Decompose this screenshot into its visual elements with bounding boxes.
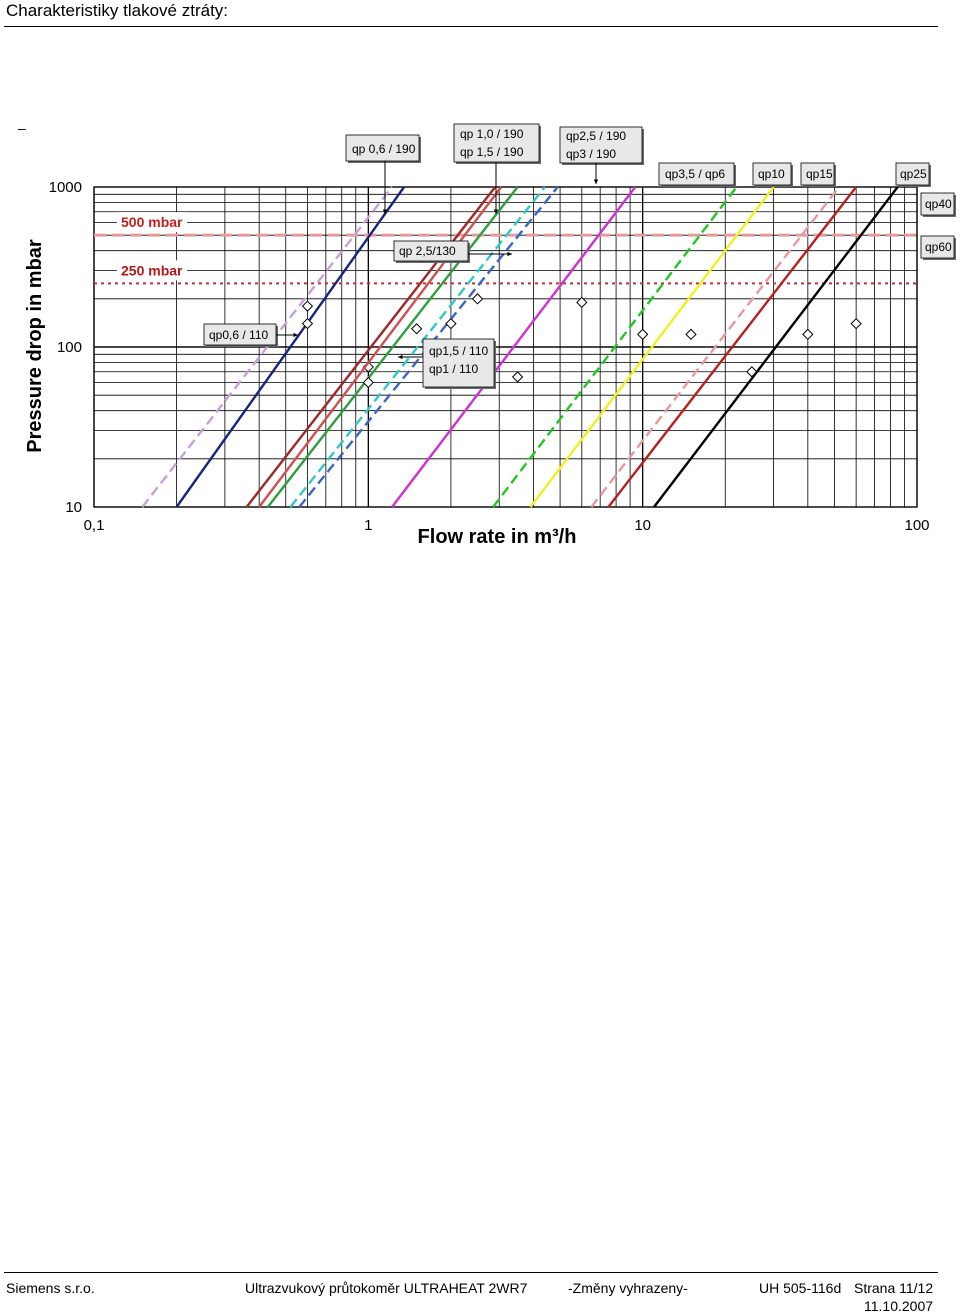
series-marker — [685, 328, 697, 340]
annotation-label: qp 1,0 / 190 — [460, 127, 524, 141]
footer-divider — [4, 1272, 938, 1273]
series-marker — [301, 317, 314, 330]
annotation-box — [453, 123, 540, 163]
annotation-arrowhead — [293, 332, 298, 338]
reference-line-label: 500 mbar — [121, 214, 183, 230]
series-line — [590, 186, 841, 508]
footer-company: Siemens s.r.o. — [6, 1280, 95, 1296]
annotation-label: qp15 — [806, 167, 833, 181]
annotation-box — [393, 240, 469, 262]
series-line — [245, 186, 497, 508]
series-line — [607, 186, 858, 508]
series-marker — [445, 317, 457, 330]
x-tick-label: 10 — [634, 517, 651, 534]
annotation-label: qp60 — [925, 240, 952, 254]
annotation-label: qp2,5 / 190 — [566, 129, 626, 143]
annotation-label: qp1,5 / 110 — [429, 344, 488, 358]
annotation-arrowhead — [507, 251, 512, 257]
annotation-labels: qp 0,6 / 190 qp 1,0 / 190 qp 1,5 / 190 qp2,… — [203, 123, 956, 389]
series-line — [258, 186, 503, 508]
series-line — [175, 186, 406, 508]
annotation-label: qp1 / 110 — [429, 362, 478, 376]
series-line — [266, 186, 519, 508]
series-line — [298, 186, 559, 508]
y-tick-label: 100 — [57, 339, 82, 356]
x-tick-label: 1 — [364, 517, 372, 534]
annotation-arrowhead — [593, 179, 599, 184]
annotation-box — [559, 126, 643, 164]
y-axis-label: Pressure drop in mbar — [24, 239, 46, 453]
annotation-box — [345, 134, 420, 162]
annotation-box — [658, 162, 735, 186]
series-marker — [362, 376, 374, 389]
reference-line-label: 250 mbar — [121, 262, 183, 278]
y-tick-label: 10 — [65, 499, 82, 516]
pressure-drop-chart: – 500 mbar 250 mbar 0,1 1 10 100 1000 100 10 qp… — [18, 120, 956, 548]
series-marker — [850, 317, 862, 330]
annotation-box — [800, 162, 835, 186]
series-marker — [511, 371, 524, 383]
annotation-arrowhead — [493, 209, 499, 214]
annotation-box — [895, 162, 930, 186]
annotation-label: qp3 / 190 — [566, 147, 616, 161]
stray-dash-mark: – — [18, 120, 26, 136]
annotation-label: qp25 — [900, 167, 927, 181]
series-line — [289, 186, 546, 508]
series-line — [529, 186, 775, 508]
annotation-arrowhead — [382, 209, 388, 214]
annotation-label: qp0,6 / 110 — [209, 328, 268, 342]
annotation-label: qp40 — [925, 197, 952, 211]
footer-page: Strana 11/12 — [854, 1280, 934, 1296]
y-tick-label: 1000 — [49, 179, 82, 196]
series-line — [492, 186, 738, 508]
annotation-label: qp3,5 / qp6 — [665, 167, 725, 181]
reference-lines: 500 mbar 250 mbar — [94, 212, 917, 285]
series-marker — [301, 300, 314, 312]
tick-labels: 0,1 1 10 100 1000 100 10 — [49, 179, 930, 534]
annotation-box — [920, 192, 955, 216]
footer-doc-number: UH 505-116d — [759, 1280, 842, 1296]
series-line — [653, 186, 899, 508]
title-divider — [4, 26, 938, 27]
x-axis-label: Flow rate in m³/h — [418, 526, 577, 548]
annotation-label: qp 1,5 / 190 — [460, 145, 524, 159]
x-tick-label: 0,1 — [84, 517, 105, 534]
annotation-box — [920, 235, 955, 259]
annotation-label: qp 2,5/130 — [399, 244, 456, 258]
annotation-label: qp10 — [758, 167, 785, 181]
series-marker — [637, 328, 649, 340]
series-marker — [471, 293, 484, 305]
footer-notice: -Změny vyhrazeny- — [568, 1280, 688, 1296]
footer-date: 11.10.2007 — [864, 1298, 934, 1314]
series-marker — [576, 296, 588, 309]
annotation-box — [752, 162, 792, 186]
annotation-box — [422, 338, 495, 388]
annotation-label: qp 0,6 / 190 — [352, 142, 416, 156]
series-line — [391, 186, 637, 508]
series-lines — [141, 186, 899, 508]
x-tick-label: 100 — [904, 517, 929, 534]
series-marker — [802, 328, 814, 340]
reference-label-background — [117, 212, 188, 233]
reference-label-background — [117, 260, 188, 281]
page-title: Charakteristiky tlakové ztráty: — [6, 1, 229, 20]
annotation-arrowhead — [398, 354, 403, 360]
series-marker — [410, 323, 423, 335]
footer-product: Ultrazvukový průtokoměr ULTRAHEAT 2WR7 — [245, 1280, 528, 1296]
